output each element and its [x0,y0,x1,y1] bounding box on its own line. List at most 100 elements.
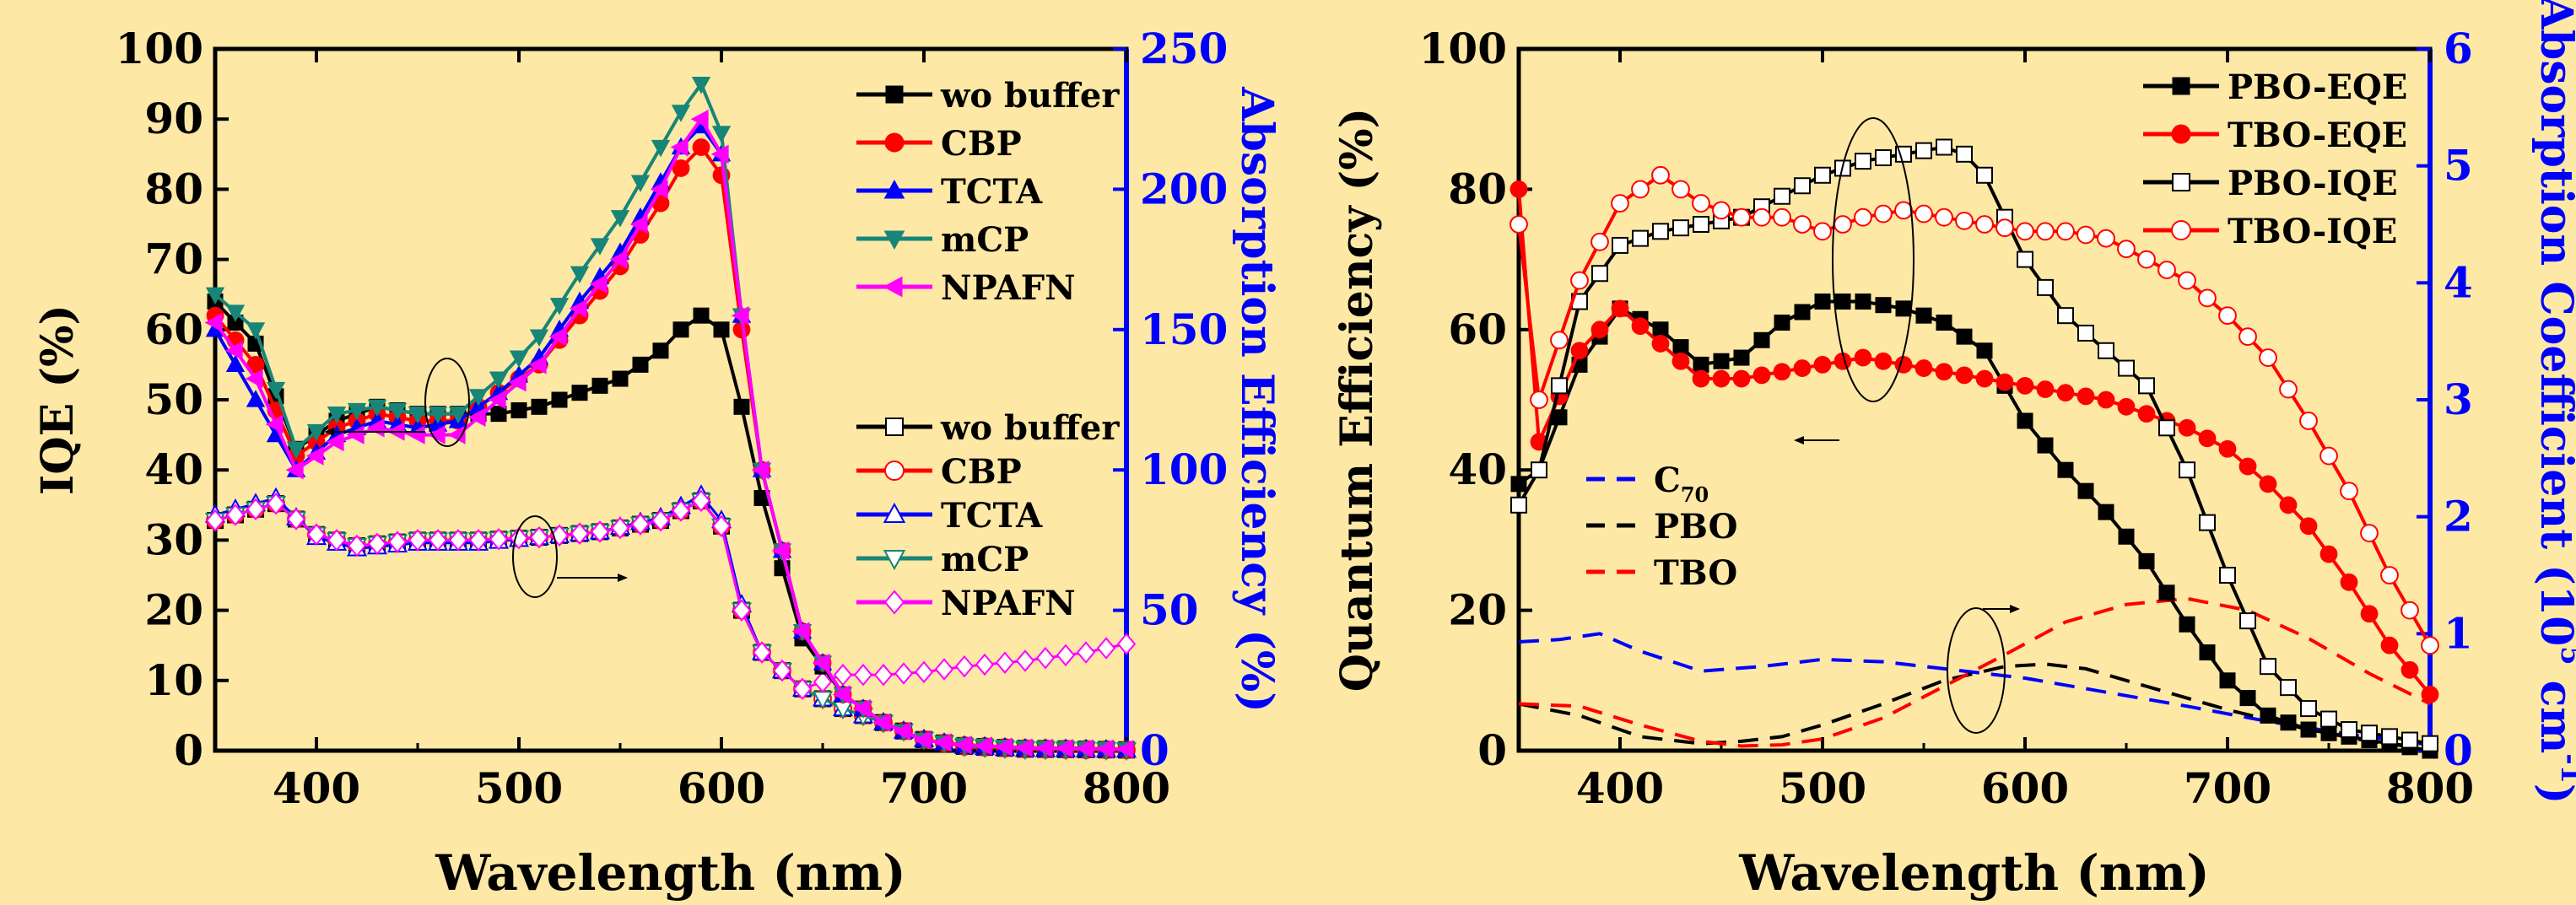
qe-point [1975,215,1994,234]
y-tick-label: 0 [1477,725,1507,775]
absorption-point [1015,649,1035,672]
qe-point [2138,377,2155,395]
iqe-point [1055,739,1073,758]
qe-point [2056,384,2075,402]
qe-point [1874,352,1893,370]
y-tick-label: 20 [144,585,203,635]
qe-point [1510,496,1527,514]
qe-point [2361,725,2378,742]
y-tick-label: 10 [144,655,203,705]
y2-tick-label: 1 [2444,608,2473,658]
qe-point [1935,363,1953,381]
qe-point [2057,461,2074,478]
legend-label: mCP [941,220,1029,260]
qe-point [1671,352,1690,370]
y-tick-label: 100 [116,24,203,73]
absorption-point [1035,646,1056,670]
left-y-tick-labels: 0 10 20 30 40 50 60 70 80 90 100 [116,24,203,775]
qe-point [2098,342,2114,359]
qe-point [1833,215,1852,234]
iqe-point [953,735,972,755]
qe-point [1692,369,1710,388]
qe-point [2137,405,2156,423]
right-y2-title-mid: cm [2530,665,2576,754]
legend-marker [883,502,906,523]
qe-point [2239,690,2256,707]
iqe-point [812,653,830,673]
qe-point [2016,376,2034,395]
right-y2-title-end: ) [2530,784,2576,805]
iqe-point [771,541,790,561]
absorption-point [752,641,772,664]
absorption-point [489,528,509,551]
qe-point [2199,644,2216,661]
iqe-point [591,377,608,394]
left-chart: 0 10 20 30 40 50 60 70 80 90 100 0 50 100 150 200 250 4… [32,24,1283,902]
qe-point [1612,236,1628,254]
iqe-point [225,354,246,372]
iqe-point [632,356,649,373]
absorption-point [630,513,651,536]
qe-point [1875,148,1892,166]
qe-point [2118,359,2135,377]
left-series [204,77,1137,762]
legend-label: TBO-IQE [2228,212,2397,251]
qe-point [1611,299,1629,318]
qe-point [2179,461,2195,479]
qe-point [2157,261,2176,279]
qe-point [2117,240,2136,259]
qe-point [2239,612,2256,630]
iqe-point [609,250,628,269]
absorption-point [509,526,529,550]
qe-point [2381,728,2398,746]
qe-point [1854,207,1872,227]
qe-point [2219,567,2236,584]
iqe-point [510,401,527,418]
iqe-point [731,305,749,326]
iqe-point [1034,738,1053,758]
qe-point [2259,348,2277,367]
qe-point [2341,721,2357,739]
x-tick-label: 500 [475,763,563,813]
absorption-point [975,653,995,676]
iqe-point [612,370,629,387]
qe-point [2360,524,2379,542]
iqe-point [327,407,347,424]
iqe-point [509,350,529,368]
iqe-point [1075,739,1094,758]
right-x-axis-title: Wavelength (nm) [1738,844,2210,902]
qe-point [2401,731,2418,749]
iqe-point [531,398,548,415]
y2-tick-label: 6 [2444,24,2473,73]
iqe-point [974,736,992,756]
absorption-point [205,509,225,532]
qe-point [1854,348,1872,367]
x-tick-label: 800 [2386,763,2474,813]
right-y2-title-sup: 5 [2555,646,2576,665]
absorption-point [995,651,1015,674]
right-y2-title-sup2: -1 [2555,753,2576,784]
qe-point [2097,229,2115,248]
absorption-point [833,663,853,687]
iqe-point [549,298,570,315]
qe-point [2016,222,2034,241]
iqe-point [306,423,327,442]
qe-point [2238,457,2257,476]
legend-label: CBP [941,124,1022,164]
qe-point [1632,229,1649,247]
qe-point [2319,446,2338,466]
legend-marker [883,590,905,615]
absorption-dashed-line [1518,596,2431,748]
iqe-point [652,342,669,359]
qe-point [1631,180,1650,199]
legend-label: PBO-IQE [2228,164,2398,203]
qe-point [1590,321,1609,339]
iqe-point [490,406,507,423]
y-tick-label: 70 [144,234,203,284]
iqe-point [265,414,284,434]
qe-point [1794,177,1811,195]
iqe-point [387,402,408,421]
iqe-point [245,369,263,389]
qe-point [1995,218,2014,238]
left-x-tick-labels: 400 500 600 700 800 [273,763,1170,813]
